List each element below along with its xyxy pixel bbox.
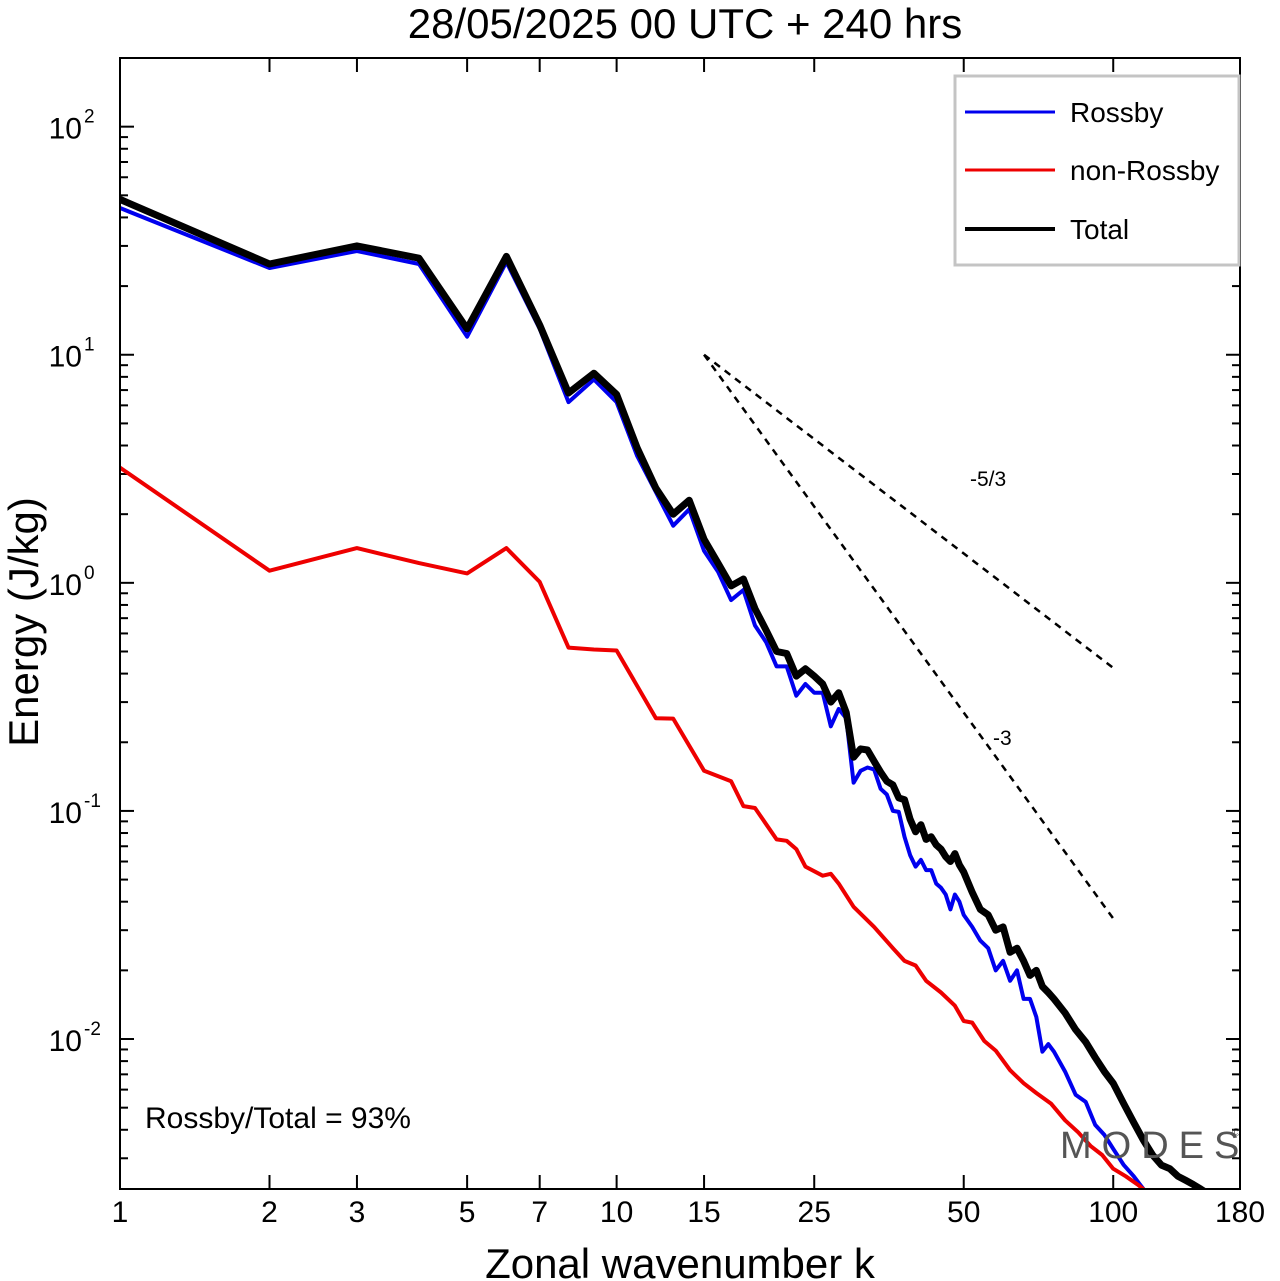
y-tick-exponent: 2 (84, 107, 95, 128)
y-tick-label: 10 (49, 341, 82, 374)
slope-line-1 (703, 353, 1114, 669)
y-tick-label: 10 (49, 569, 82, 602)
x-tick-label: 7 (531, 1196, 548, 1229)
x-tick-label: 100 (1088, 1196, 1138, 1229)
legend-label-non-rossby: non-Rossby (1070, 155, 1219, 186)
chart-title: 28/05/2025 00 UTC + 240 hrs (408, 0, 963, 47)
x-tick-label: 10 (600, 1196, 633, 1229)
x-tick-label: 2 (261, 1196, 278, 1229)
legend: Rossby non-Rossby Total (953, 74, 1241, 267)
y-tick-exponent: 1 (84, 335, 95, 356)
x-tick-label: 50 (947, 1196, 980, 1229)
x-tick-labels: 1 2 3 5 7 10 15 25 50 100 180 (112, 1196, 1265, 1229)
x-tick-label: 5 (459, 1196, 476, 1229)
y-tick-exponent: 0 (84, 563, 95, 584)
y-tick-exponent: -1 (84, 791, 101, 812)
y-tick-label: 10 (49, 797, 82, 830)
series-line-non-rossby (120, 465, 1147, 1189)
x-tick-label: 1 (112, 1196, 129, 1229)
x-tick-label: 3 (349, 1196, 366, 1229)
reference-slopes (703, 353, 1115, 920)
modes-watermark: MODES (1060, 1125, 1249, 1167)
x-tick-label: 180 (1215, 1196, 1265, 1229)
legend-label-rossby: Rossby (1070, 97, 1163, 128)
slope-label-5-3: -5/3 (970, 468, 1006, 491)
x-tick-label: 25 (798, 1196, 831, 1229)
spectrum-series (120, 195, 1208, 1189)
x-axis-label: Zonal wavenumber k (485, 1240, 876, 1281)
series-line-rossby (120, 206, 1146, 1189)
x-tick-label: 15 (687, 1196, 720, 1229)
y-tick-exponent: -2 (84, 1019, 101, 1040)
copyright-mark: © (1232, 1127, 1240, 1139)
slope-label-3: -3 (993, 727, 1012, 750)
y-axis-label: Energy (J/kg) (0, 497, 47, 747)
rossby-ratio-annotation: Rossby/Total = 93% (145, 1102, 411, 1135)
y-tick-label: 10 (49, 1025, 82, 1058)
legend-label-total: Total (1070, 214, 1129, 245)
y-tick-label: 10 (49, 113, 82, 146)
series-line-total (120, 195, 1208, 1189)
plot-frame (119, 57, 1241, 1190)
